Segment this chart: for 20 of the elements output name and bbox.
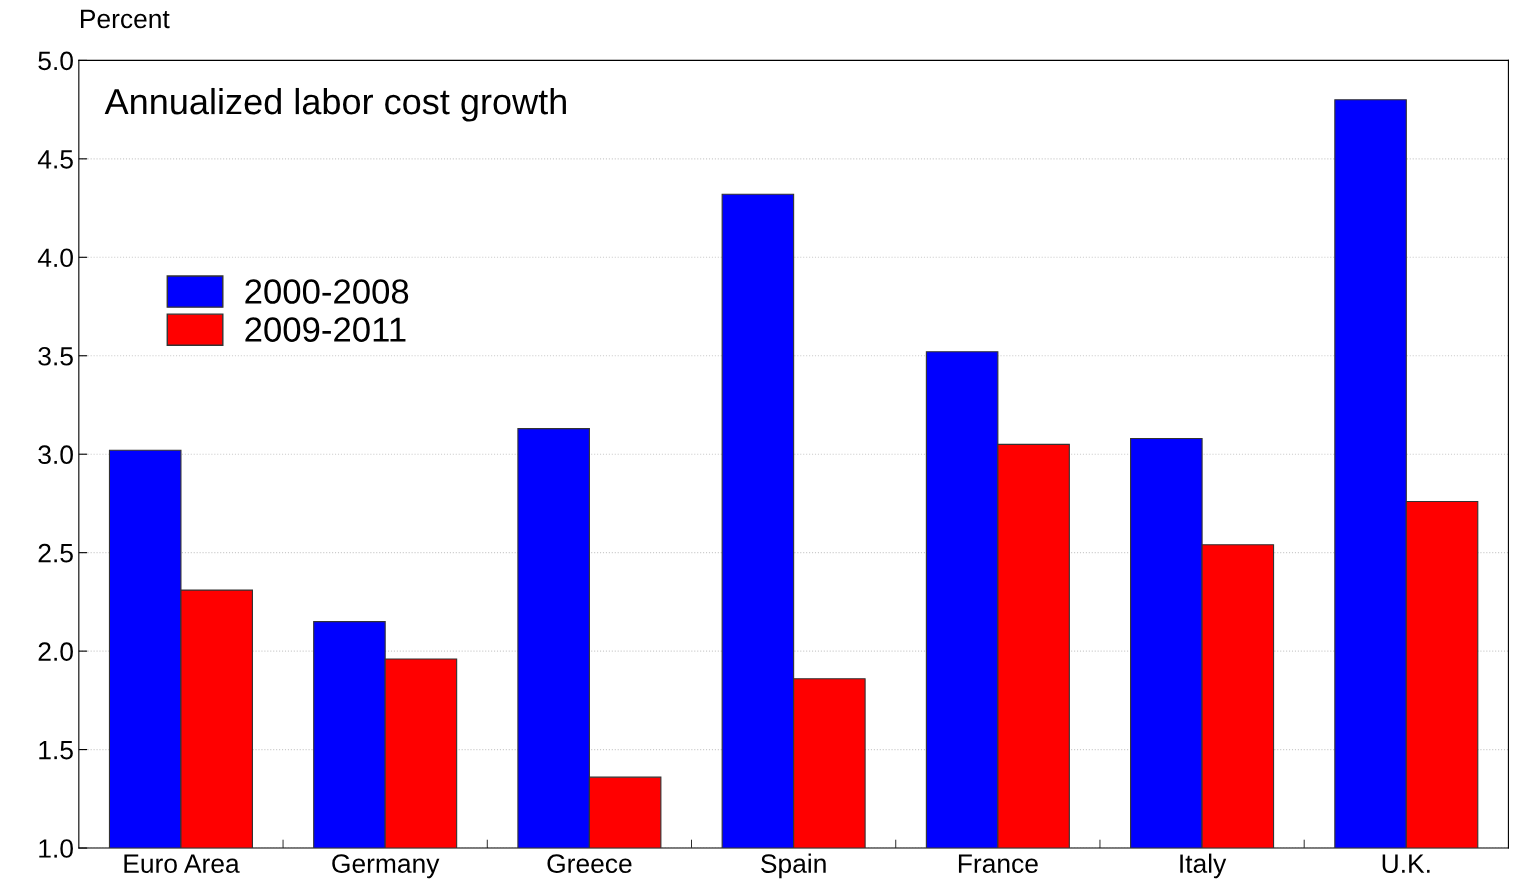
y-tick-label: 4.5 (37, 150, 73, 169)
legend-label: 2009-2011 (245, 317, 406, 342)
y-tick-label: 2.5 (38, 543, 73, 563)
x-tick-label: Italy (1180, 853, 1227, 879)
y-tick-label: 3.5 (38, 346, 73, 366)
y-tick-label: 4.0 (37, 248, 73, 268)
x-tick-label: France (958, 854, 1038, 873)
x-tick-label: U.K. (1382, 854, 1430, 873)
text: Annualized labor cost growth (104, 87, 566, 122)
legend-label: 2000-2008 (245, 279, 409, 304)
y-tick-label: 1.0 (39, 839, 73, 858)
x-tick-label: Spain (761, 853, 826, 879)
y-tick-label: 3.0 (38, 445, 73, 465)
y-tick-label: 1.5 (39, 740, 73, 760)
x-tick-label: Germany (332, 854, 440, 879)
y-axis-title: Percent (81, 9, 170, 29)
x-tick-label: Greece (547, 854, 632, 873)
y-tick-label: 2.0 (38, 642, 73, 661)
x-tick-label: Euro Area (124, 854, 240, 873)
y-tick-label: 5.0 (38, 51, 73, 71)
